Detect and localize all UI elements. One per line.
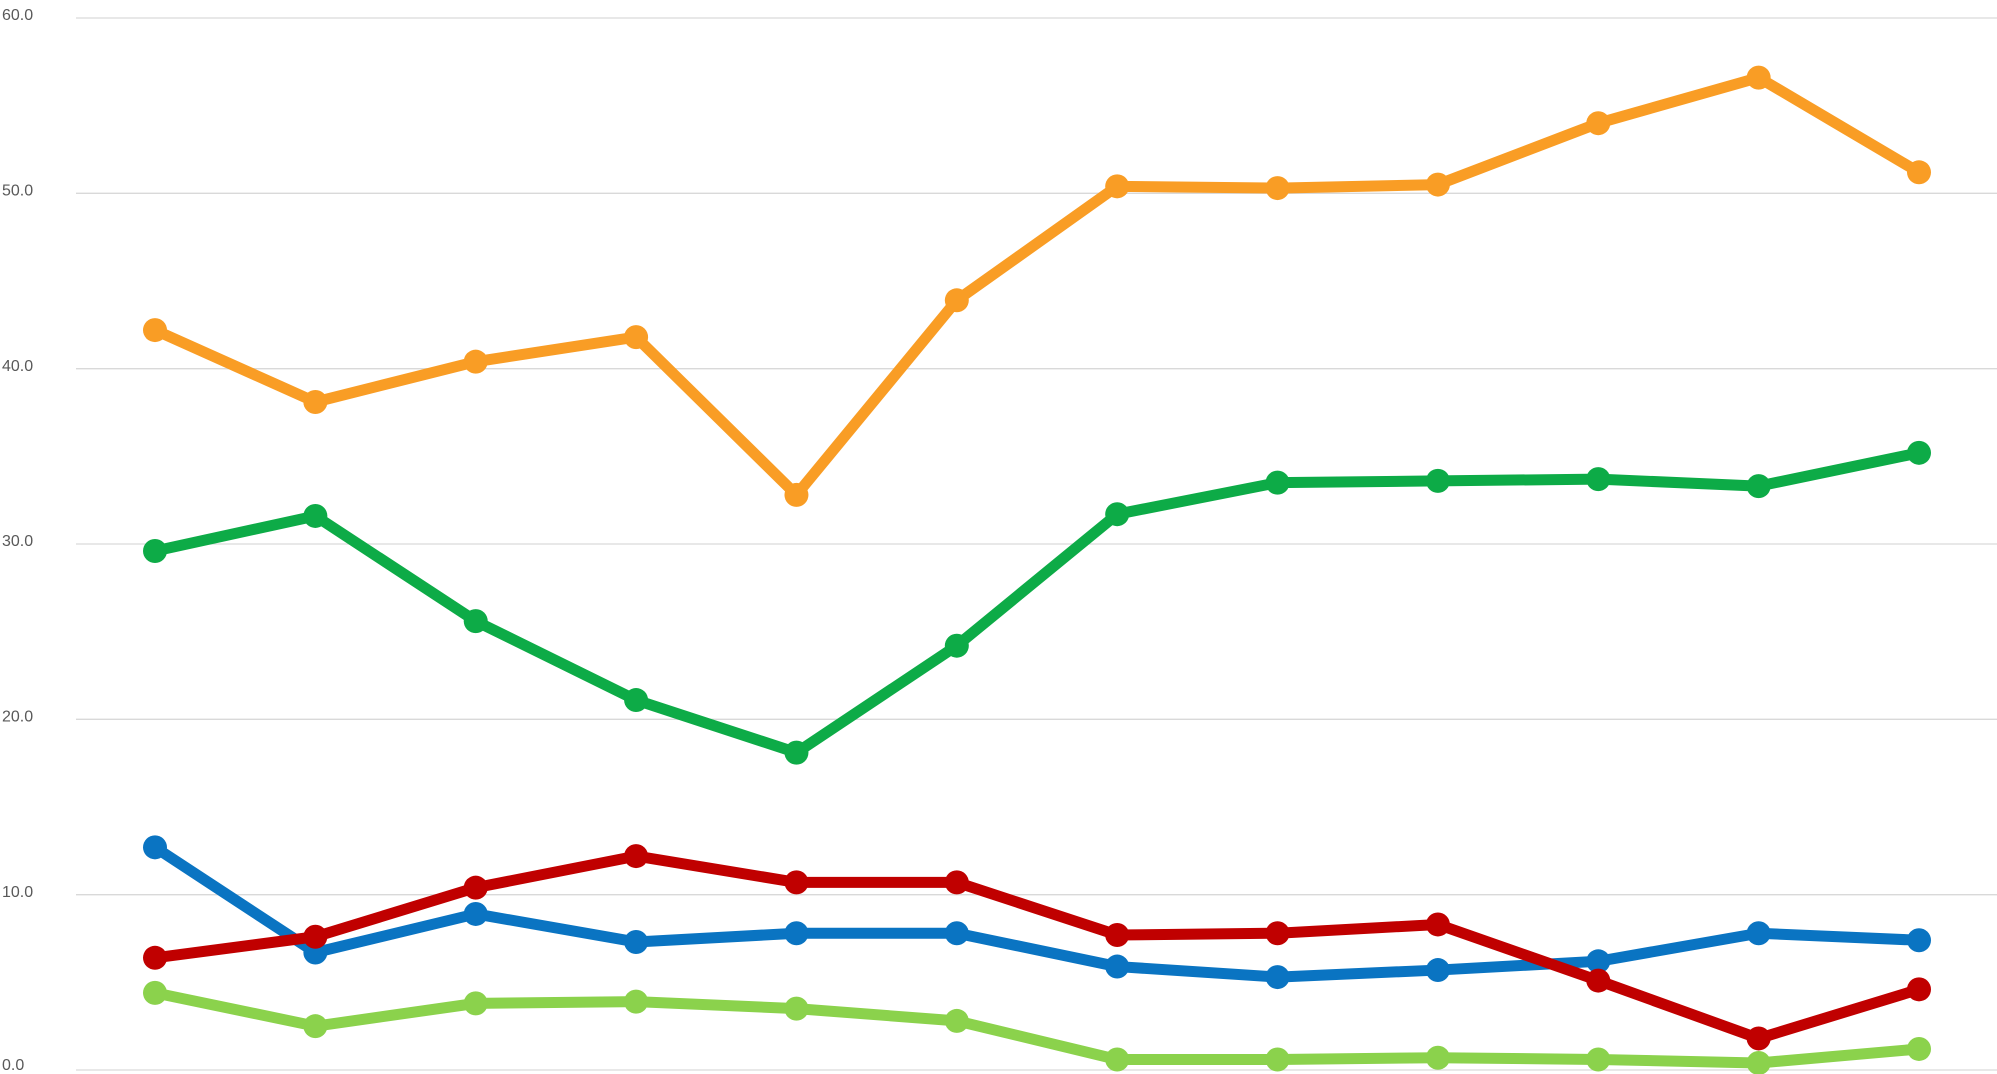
point-marker xyxy=(1746,1050,1771,1074)
point-marker xyxy=(1265,1047,1290,1072)
series-line xyxy=(149,72,1925,501)
series-line xyxy=(149,850,1925,1044)
point-marker xyxy=(1586,1047,1611,1072)
y-tick-label: 20.0 xyxy=(2,709,33,726)
point-marker xyxy=(1425,1045,1450,1070)
point-marker xyxy=(624,989,649,1014)
point-marker xyxy=(1105,922,1130,947)
point-marker xyxy=(784,870,809,895)
point-marker xyxy=(463,875,488,900)
y-tick-label: 50.0 xyxy=(2,183,33,200)
point-marker xyxy=(1265,470,1290,495)
point-marker xyxy=(1265,965,1290,990)
point-marker xyxy=(1907,440,1931,465)
point-marker xyxy=(1746,921,1771,946)
point-marker xyxy=(463,901,488,926)
point-marker xyxy=(1746,474,1771,499)
point-marker xyxy=(1586,949,1611,974)
point-marker xyxy=(1425,912,1450,937)
point-marker xyxy=(944,921,969,946)
point-marker xyxy=(143,318,167,343)
point-marker xyxy=(784,996,809,1021)
point-marker xyxy=(463,609,488,634)
point-marker xyxy=(303,1014,328,1039)
point-marker xyxy=(1265,176,1290,201)
point-marker xyxy=(463,349,488,374)
point-marker xyxy=(1907,160,1931,185)
point-marker xyxy=(784,740,809,765)
point-marker xyxy=(1746,1026,1771,1051)
point-marker xyxy=(303,389,328,414)
point-marker xyxy=(1907,928,1931,953)
point-marker xyxy=(1105,502,1130,527)
point-marker xyxy=(944,288,969,313)
series-line xyxy=(149,447,1925,759)
point-marker xyxy=(944,1008,969,1033)
y-tick-label: 60.0 xyxy=(2,7,33,24)
point-marker xyxy=(624,930,649,955)
point-marker xyxy=(624,325,649,350)
point-marker xyxy=(1265,921,1290,946)
point-marker xyxy=(143,835,167,860)
point-marker xyxy=(303,503,328,528)
point-marker xyxy=(143,980,167,1005)
point-marker xyxy=(1425,468,1450,493)
point-marker xyxy=(1746,65,1771,90)
point-marker xyxy=(143,945,167,970)
point-marker xyxy=(1425,958,1450,983)
point-marker xyxy=(1105,1047,1130,1072)
point-marker xyxy=(143,539,167,564)
y-tick-label: 40.0 xyxy=(2,358,33,375)
point-marker xyxy=(1907,977,1931,1002)
y-tick-label: 10.0 xyxy=(2,884,33,901)
point-marker xyxy=(463,991,488,1016)
point-marker xyxy=(1425,172,1450,197)
point-marker xyxy=(624,688,649,713)
point-marker xyxy=(1586,467,1611,492)
y-tick-label: 0.0 xyxy=(2,1057,24,1074)
series-line xyxy=(149,987,1925,1069)
point-marker xyxy=(303,924,328,949)
point-marker xyxy=(944,633,969,658)
point-marker xyxy=(1105,174,1130,199)
point-marker xyxy=(1907,1036,1931,1061)
point-marker xyxy=(784,921,809,946)
point-marker xyxy=(1586,968,1611,993)
point-marker xyxy=(1586,111,1611,136)
series-line xyxy=(149,841,1925,983)
point-marker xyxy=(1105,954,1130,979)
point-marker xyxy=(784,482,809,507)
point-marker xyxy=(624,844,649,869)
point-marker xyxy=(944,870,969,895)
y-tick-label: 30.0 xyxy=(2,533,33,550)
